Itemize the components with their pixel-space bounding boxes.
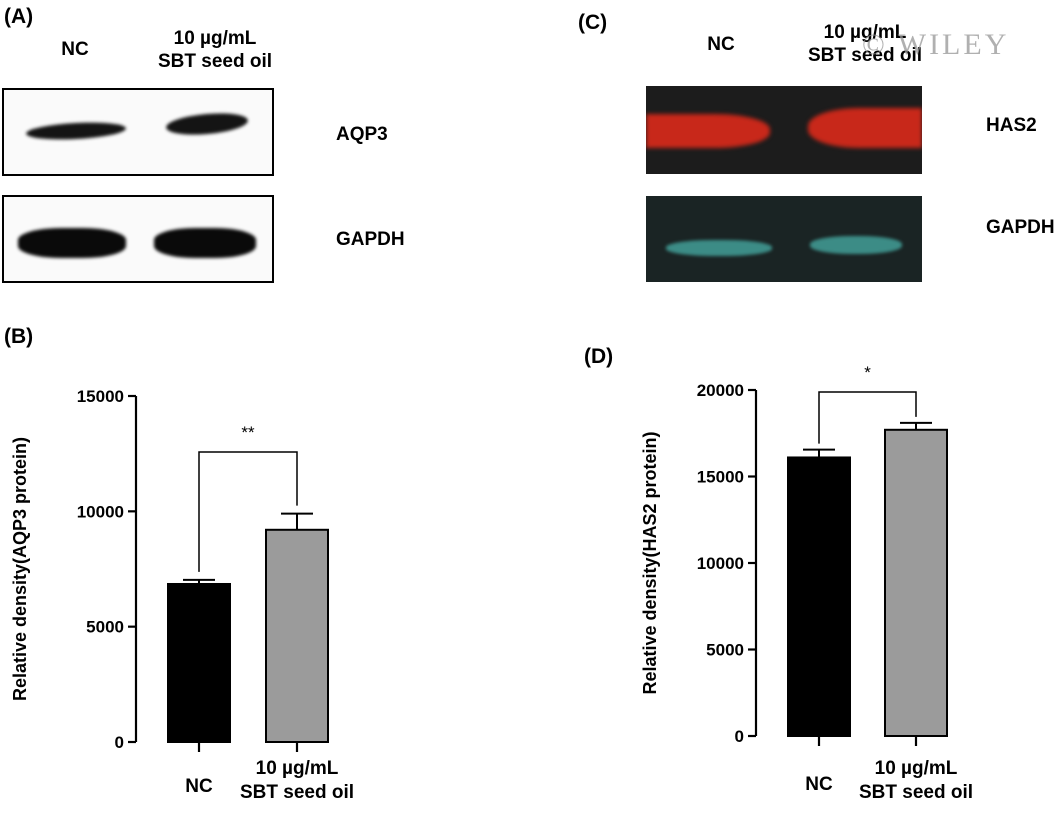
panel-a-protein-gapdh: GAPDH	[336, 229, 405, 250]
panel-a-lane-nc: NC	[61, 39, 89, 60]
chart-b-bar-1	[265, 528, 329, 743]
aqp3-band-treated	[165, 110, 249, 138]
panel-c-letter: (C)	[578, 11, 608, 34]
panel-c-lane-treated: 10 µg/mL SBT seed oil	[790, 21, 940, 67]
gapdh-band-c-treated	[810, 236, 902, 254]
chart-d-y-tick-label-3: 15000	[697, 468, 744, 487]
panel-d-letter: (D)	[584, 345, 614, 368]
has2-band-treated	[808, 108, 922, 148]
chart-b-significance-label: **	[241, 423, 255, 442]
chart-b-y-tick-label-3: 15000	[77, 387, 124, 406]
chart-d-category-label-1-line1: 10 µg/mL	[875, 758, 958, 779]
chart-b-y-tick-label-2: 10000	[77, 502, 124, 521]
chart-b-y-tick-label-0: 0	[115, 733, 124, 752]
chart-d-significance-label: *	[864, 363, 871, 382]
panel-c-lane-nc: NC	[707, 34, 735, 55]
chart-b-category-label-1-line2: SBT seed oil	[240, 782, 354, 803]
panel-c-protein-has2: HAS2	[986, 115, 1037, 136]
panel-b-letter: (B)	[4, 325, 34, 348]
gapdh-band-a-treated	[154, 228, 256, 258]
chart-b-significance-bracket	[198, 451, 298, 572]
panel-c-lane-treated-line1: 10 µg/mL	[823, 22, 907, 43]
chart-d-category-label-0: NC	[805, 774, 833, 795]
chart-d-y-tick-label-1: 5000	[706, 641, 744, 660]
chart-d-y-tick-label-2: 10000	[697, 554, 744, 573]
chart-d-bar-1	[884, 428, 948, 737]
panel-a-lane-treated-line1: 10 µg/mL	[173, 28, 257, 49]
chart-d-y-axis-label: Relative density(HAS2 protein)	[640, 431, 660, 694]
panel-c-lane-treated-line2: SBT seed oil	[807, 45, 923, 66]
chart-b-y-axis-label: Relative density(AQP3 protein)	[10, 437, 30, 701]
wiley-watermark: © WILEY	[862, 28, 1010, 61]
aqp3-blot	[2, 88, 274, 176]
chart-d: 0 5000 10000 15000 20000 Relative density(HAS…	[640, 363, 973, 803]
panel-c-protein-gapdh: GAPDH	[986, 217, 1055, 238]
has2-band-nc	[646, 114, 770, 148]
aqp3-band-nc	[25, 120, 127, 142]
chart-d-y-tick-label-4: 20000	[697, 381, 744, 400]
chart-b-bar-0	[167, 582, 231, 743]
gapdh-blot-c	[646, 196, 922, 282]
panel-a-lane-treated: 10 µg/mL SBT seed oil	[140, 27, 290, 73]
gapdh-blot-a	[2, 195, 274, 283]
gapdh-band-a-nc	[18, 228, 126, 258]
chart-b: 0 5000 10000 15000 Relative density(AQP3 pro…	[10, 387, 354, 803]
has2-blot	[646, 86, 922, 174]
chart-d-category-label-1-line2: SBT seed oil	[859, 782, 973, 803]
chart-b-category-label-0: NC	[185, 776, 213, 797]
chart-d-significance-bracket	[818, 391, 917, 444]
chart-b-category-label-1-line1: 10 µg/mL	[256, 758, 339, 779]
panel-a-letter: (A)	[4, 5, 34, 28]
panel-a-lane-treated-line2: SBT seed oil	[157, 51, 273, 72]
chart-b-y-tick-label-1: 5000	[86, 618, 124, 637]
chart-d-y-tick-label-0: 0	[735, 727, 744, 746]
chart-d-bar-0	[787, 456, 851, 737]
gapdh-band-c-nc	[666, 240, 772, 256]
panel-a-protein-aqp3: AQP3	[336, 124, 388, 145]
